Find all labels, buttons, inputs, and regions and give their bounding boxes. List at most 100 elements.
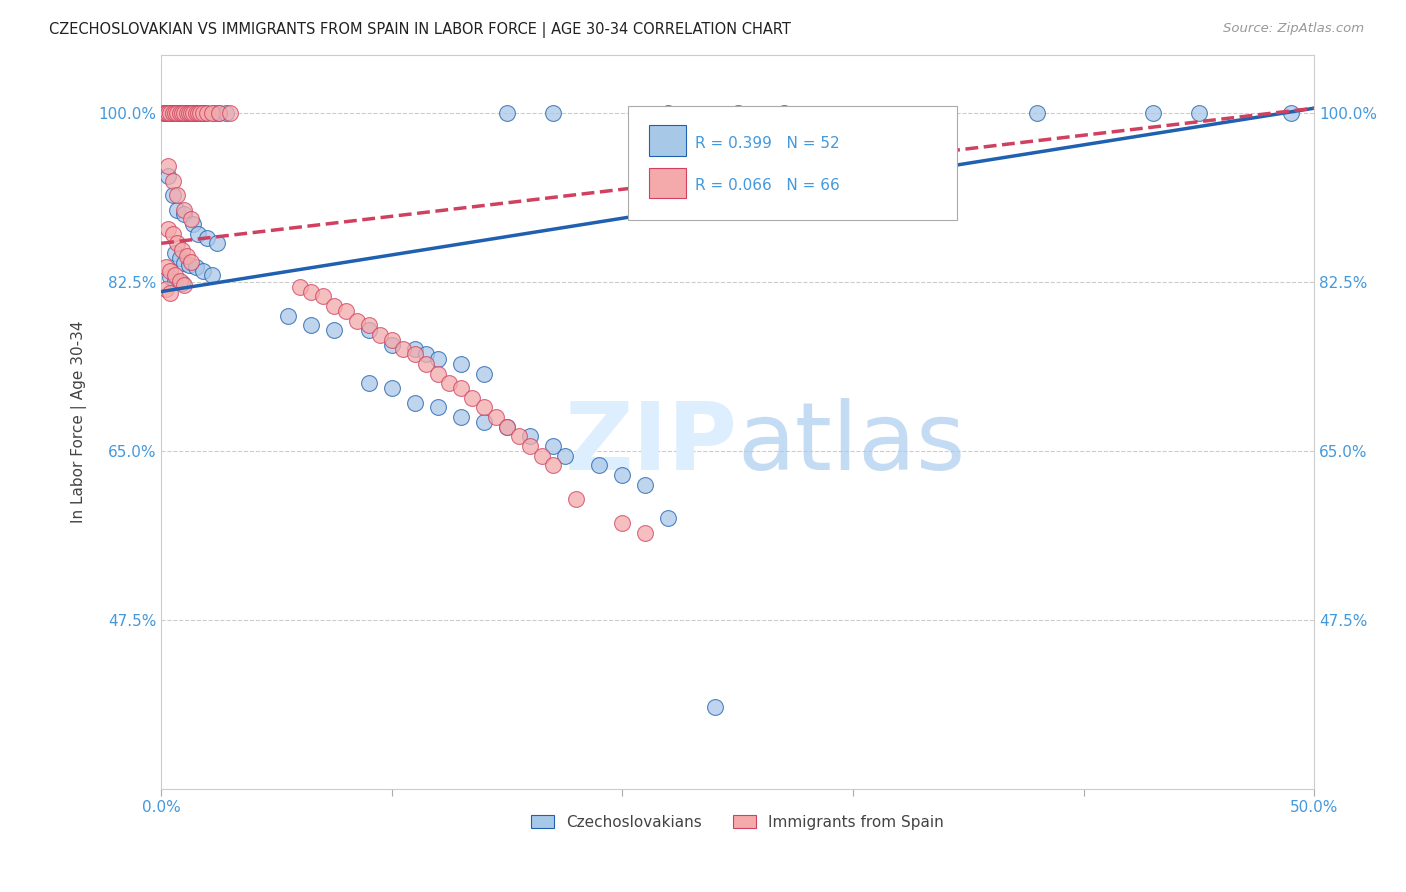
Point xyxy=(368,328,391,343)
Point xyxy=(173,202,195,217)
Point xyxy=(159,285,181,300)
FancyBboxPatch shape xyxy=(650,125,686,156)
Point xyxy=(152,106,174,120)
Point xyxy=(496,106,519,120)
Point xyxy=(184,106,207,120)
Point xyxy=(162,106,184,120)
Point xyxy=(426,367,449,381)
Point xyxy=(170,106,193,120)
Text: R = 0.066   N = 66: R = 0.066 N = 66 xyxy=(695,178,839,194)
Point xyxy=(472,401,495,415)
Point xyxy=(612,467,634,482)
Point xyxy=(634,477,657,491)
Point xyxy=(155,106,177,120)
Point xyxy=(152,106,174,120)
Point xyxy=(426,352,449,367)
Text: R = 0.399   N = 52: R = 0.399 N = 52 xyxy=(695,136,839,151)
Point xyxy=(163,246,186,260)
Point xyxy=(180,106,202,120)
Point xyxy=(191,106,214,120)
Point xyxy=(335,303,357,318)
Point xyxy=(357,318,380,333)
Point xyxy=(169,274,191,288)
Point xyxy=(201,268,224,282)
Point xyxy=(173,106,195,120)
Point xyxy=(177,106,200,120)
Point xyxy=(208,106,231,120)
Point xyxy=(381,337,404,351)
Point xyxy=(173,207,195,221)
Point xyxy=(195,106,218,120)
Point xyxy=(205,236,228,251)
Point xyxy=(166,106,188,120)
Point xyxy=(176,106,198,120)
Point xyxy=(163,274,186,288)
Point xyxy=(519,429,541,443)
Point xyxy=(162,227,184,241)
FancyBboxPatch shape xyxy=(628,106,956,220)
Point xyxy=(703,699,725,714)
Point xyxy=(159,106,181,120)
Point xyxy=(450,357,472,371)
Legend: Czechoslovakians, Immigrants from Spain: Czechoslovakians, Immigrants from Spain xyxy=(526,809,950,836)
Point xyxy=(1026,106,1049,120)
Point xyxy=(173,255,195,269)
Point xyxy=(323,299,346,313)
Point xyxy=(177,258,200,272)
Point xyxy=(184,106,207,120)
Point xyxy=(288,279,311,293)
Point xyxy=(565,491,588,506)
Point xyxy=(1188,106,1211,120)
Point xyxy=(191,264,214,278)
Point xyxy=(169,106,191,120)
Point xyxy=(163,106,186,120)
Point xyxy=(450,381,472,395)
Text: Source: ZipAtlas.com: Source: ZipAtlas.com xyxy=(1223,22,1364,36)
Point xyxy=(450,409,472,424)
Point xyxy=(177,106,200,120)
Point xyxy=(657,511,679,525)
Point xyxy=(169,251,191,265)
Point xyxy=(180,254,202,268)
Point xyxy=(157,106,180,120)
Point xyxy=(180,212,202,227)
Point xyxy=(155,282,177,296)
Point xyxy=(169,106,191,120)
Point xyxy=(170,106,193,120)
Point xyxy=(657,106,679,120)
Point xyxy=(170,276,193,290)
Point xyxy=(346,313,368,327)
Point xyxy=(357,323,380,337)
Point xyxy=(426,401,449,415)
Point xyxy=(541,458,564,473)
Point xyxy=(157,169,180,183)
Text: atlas: atlas xyxy=(738,398,966,490)
Point xyxy=(195,231,218,245)
Point xyxy=(496,419,519,434)
Point xyxy=(176,106,198,120)
Point xyxy=(202,106,225,120)
Point xyxy=(219,106,242,120)
Point xyxy=(530,449,553,463)
Point xyxy=(496,419,519,434)
Text: CZECHOSLOVAKIAN VS IMMIGRANTS FROM SPAIN IN LABOR FORCE | AGE 30-34 CORRELATION : CZECHOSLOVAKIAN VS IMMIGRANTS FROM SPAIN… xyxy=(49,22,792,38)
Point xyxy=(183,217,205,231)
Point xyxy=(162,173,184,187)
Point xyxy=(357,376,380,391)
Y-axis label: In Labor Force | Age 30-34: In Labor Force | Age 30-34 xyxy=(72,320,87,523)
Point xyxy=(311,289,333,303)
Point xyxy=(772,106,794,120)
Point xyxy=(190,106,212,120)
Text: ZIP: ZIP xyxy=(565,398,738,490)
Point xyxy=(381,333,404,347)
Point xyxy=(176,249,198,263)
Point xyxy=(461,391,484,405)
Point xyxy=(1279,106,1302,120)
Point xyxy=(381,381,404,395)
Point xyxy=(404,343,426,357)
Point xyxy=(155,260,177,275)
Point xyxy=(187,106,209,120)
Point xyxy=(157,159,180,173)
Point xyxy=(159,270,181,285)
Point xyxy=(190,106,212,120)
